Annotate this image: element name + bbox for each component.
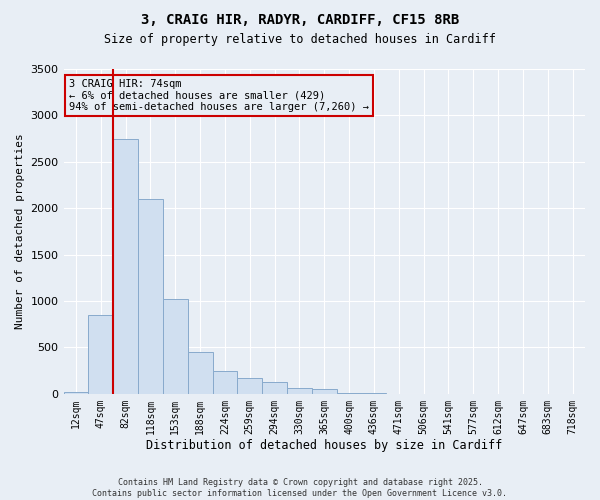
Bar: [337, 393, 362, 394]
Text: Size of property relative to detached houses in Cardiff: Size of property relative to detached ho…: [104, 32, 496, 46]
Text: 3 CRAIG HIR: 74sqm
← 6% of detached houses are smaller (429)
94% of semi-detache: 3 CRAIG HIR: 74sqm ← 6% of detached hous…: [69, 78, 369, 112]
Text: 3, CRAIG HIR, RADYR, CARDIFF, CF15 8RB: 3, CRAIG HIR, RADYR, CARDIFF, CF15 8RB: [141, 12, 459, 26]
Bar: [262, 382, 287, 394]
Y-axis label: Number of detached properties: Number of detached properties: [15, 134, 25, 330]
Bar: [163, 299, 188, 394]
Text: Contains HM Land Registry data © Crown copyright and database right 2025.
Contai: Contains HM Land Registry data © Crown c…: [92, 478, 508, 498]
X-axis label: Distribution of detached houses by size in Cardiff: Distribution of detached houses by size …: [146, 440, 502, 452]
Bar: [113, 138, 138, 394]
Bar: [287, 388, 312, 394]
Bar: [64, 392, 88, 394]
Bar: [212, 370, 238, 394]
Bar: [138, 199, 163, 394]
Bar: [188, 352, 212, 394]
Bar: [238, 378, 262, 394]
Bar: [312, 388, 337, 394]
Bar: [88, 315, 113, 394]
